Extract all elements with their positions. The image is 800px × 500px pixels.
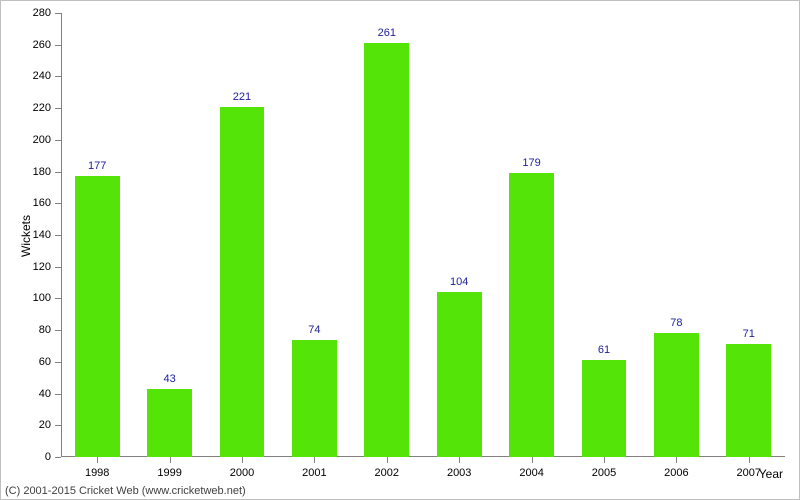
y-tick-label: 240: [33, 70, 51, 82]
x-tick-label: 2002: [375, 467, 399, 479]
bar-value-label: 43: [147, 373, 192, 385]
x-tick-label: 1998: [85, 467, 109, 479]
bar-value-label: 61: [582, 344, 627, 356]
x-tick-label: 2003: [447, 467, 471, 479]
y-tick-label: 60: [39, 356, 51, 368]
y-tick-label: 200: [33, 134, 51, 146]
bar-value-label: 78: [654, 317, 699, 329]
x-tick-label: 1999: [157, 467, 181, 479]
y-tick: [55, 235, 61, 236]
y-tick: [55, 45, 61, 46]
x-tick-label: 2005: [592, 467, 616, 479]
y-tick: [55, 330, 61, 331]
bar-value-label: 179: [509, 157, 554, 169]
x-axis-title: Year: [759, 467, 783, 481]
y-axis-title: Wickets: [19, 215, 33, 257]
bar: 179: [509, 173, 554, 457]
y-tick-label: 40: [39, 388, 51, 400]
plot-area: 0204060801001201401601802002202402602801…: [61, 13, 785, 457]
y-tick-label: 80: [39, 324, 51, 336]
x-tick: [170, 457, 171, 463]
x-tick: [97, 457, 98, 463]
y-tick-label: 260: [33, 39, 51, 51]
bar-value-label: 104: [437, 276, 482, 288]
bar: 78: [654, 333, 699, 457]
bar: 74: [292, 340, 337, 457]
bar: 221: [220, 107, 265, 457]
y-tick: [55, 203, 61, 204]
y-tick-label: 220: [33, 102, 51, 114]
y-tick-label: 160: [33, 197, 51, 209]
bar: 71: [726, 344, 771, 457]
chart-container: 0 20 40 60 80 100 120 140 160 180 200 220 240 260 280 1…: [0, 0, 800, 500]
y-tick: [55, 76, 61, 77]
y-tick: [55, 13, 61, 14]
y-tick: [55, 394, 61, 395]
y-tick: [55, 108, 61, 109]
x-tick-label: 2001: [302, 467, 326, 479]
copyright-footer: (C) 2001-2015 Cricket Web (www.cricketwe…: [5, 485, 246, 497]
x-tick: [676, 457, 677, 463]
y-tick: [55, 457, 61, 458]
bar-value-label: 71: [726, 328, 771, 340]
x-tick: [604, 457, 605, 463]
y-tick-label: 120: [33, 261, 51, 273]
x-tick: [532, 457, 533, 463]
y-tick-label: 100: [33, 292, 51, 304]
y-tick: [55, 172, 61, 173]
y-tick-label: 140: [33, 229, 51, 241]
y-tick-label: 180: [33, 166, 51, 178]
bar-value-label: 74: [292, 324, 337, 336]
bar-value-label: 221: [220, 91, 265, 103]
x-tick: [387, 457, 388, 463]
y-tick: [55, 425, 61, 426]
x-tick-label: 2006: [664, 467, 688, 479]
x-tick-label: 2004: [519, 467, 543, 479]
bar: 61: [582, 360, 627, 457]
bar: 177: [75, 176, 120, 457]
x-tick: [242, 457, 243, 463]
x-tick: [314, 457, 315, 463]
bar: 104: [437, 292, 482, 457]
bar-value-label: 261: [364, 27, 409, 39]
bar: 43: [147, 389, 192, 457]
y-tick-label: 0: [45, 451, 51, 463]
y-tick: [55, 267, 61, 268]
y-tick: [55, 362, 61, 363]
y-tick: [55, 140, 61, 141]
y-tick-label: 20: [39, 419, 51, 431]
y-tick-label: 280: [33, 7, 51, 19]
bar: 261: [364, 43, 409, 457]
y-tick: [55, 298, 61, 299]
bar-value-label: 177: [75, 160, 120, 172]
x-tick-label: 2007: [737, 467, 761, 479]
y-axis-line: [61, 13, 62, 457]
x-tick: [749, 457, 750, 463]
x-tick-label: 2000: [230, 467, 254, 479]
x-tick: [459, 457, 460, 463]
